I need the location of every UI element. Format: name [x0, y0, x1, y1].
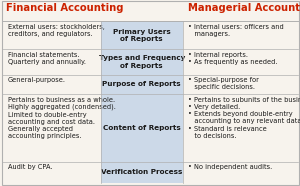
Text: Types and Frequency
of Reports: Types and Frequency of Reports: [99, 55, 185, 69]
Text: Primary Users
of Reports: Primary Users of Reports: [113, 29, 171, 42]
Text: External users: stockholders,
creditors, and regulators.: External users: stockholders, creditors,…: [8, 24, 104, 37]
Text: • Pertains to subunits of the busin
• Very detailed.
• Extends beyond double-ent: • Pertains to subunits of the busin • Ve…: [188, 97, 300, 139]
Text: Managerial Accounting: Managerial Accounting: [188, 3, 300, 13]
Text: • Special-purpose for
   specific decisions.: • Special-purpose for specific decisions…: [188, 77, 258, 90]
Bar: [100, 75, 183, 94]
Text: Financial Accounting: Financial Accounting: [6, 3, 124, 13]
Text: General-purpose.: General-purpose.: [8, 77, 65, 83]
Bar: [100, 49, 183, 75]
Text: Content of Reports: Content of Reports: [103, 125, 181, 131]
Text: Purpose of Reports: Purpose of Reports: [102, 81, 181, 87]
Bar: [100, 94, 183, 162]
Text: • No independent audits.: • No independent audits.: [188, 164, 272, 170]
Text: Pertains to business as a whole.
Highly aggregated (condensed).
Limited to doubl: Pertains to business as a whole. Highly …: [8, 97, 116, 139]
Text: Financial statements.
Quarterly and annually.: Financial statements. Quarterly and annu…: [8, 52, 85, 65]
Text: • Internal users: officers and
   managers.: • Internal users: officers and managers.: [188, 24, 283, 37]
Bar: [100, 162, 183, 183]
Text: Verification Process: Verification Process: [101, 169, 182, 175]
Text: • Internal reports.
• As frequently as needed.: • Internal reports. • As frequently as n…: [188, 52, 277, 65]
Text: Audit by CPA.: Audit by CPA.: [8, 164, 52, 170]
Bar: [100, 21, 183, 49]
